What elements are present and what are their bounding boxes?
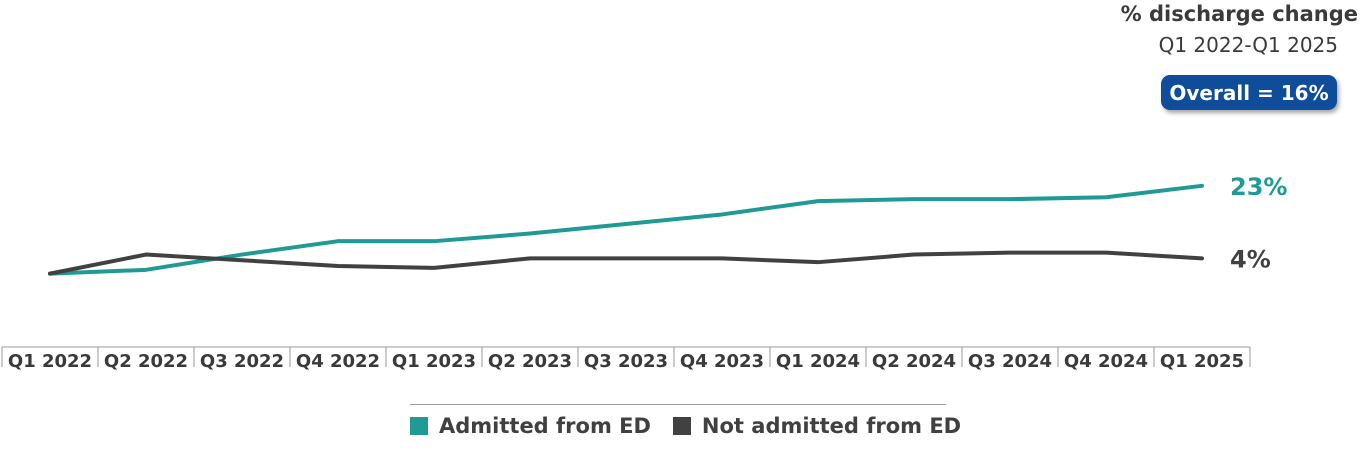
series-end-label-admitted: 23% — [1230, 173, 1287, 201]
x-tick-label: Q4 2023 — [680, 351, 764, 372]
x-tick-label: Q1 2022 — [8, 351, 92, 372]
series-line-not-admitted — [48, 250, 1204, 276]
x-tick-label: Q1 2025 — [1160, 351, 1244, 372]
series-line-admitted — [48, 183, 1204, 276]
x-tick-label: Q3 2023 — [584, 351, 668, 372]
legend-swatch-admitted — [410, 417, 428, 435]
overall-change-badge: Overall = 16% — [1161, 75, 1337, 110]
x-tick-label: Q1 2023 — [392, 351, 476, 372]
legend-divider — [410, 404, 946, 405]
legend-swatch-not-admitted — [672, 417, 691, 435]
x-tick-label: Q3 2024 — [968, 351, 1052, 372]
legend-label-not-admitted: Not admitted from ED — [701, 414, 962, 438]
annotation-period: Q1 2022-Q1 2025 — [1158, 33, 1338, 57]
x-tick-label: Q3 2022 — [200, 351, 284, 372]
series-end-label-not-admitted: 4% — [1230, 245, 1271, 273]
legend-item-not-admitted: Not admitted from ED — [672, 414, 962, 438]
legend-label-admitted: Admitted from ED — [439, 414, 651, 438]
legend-item-admitted: Admitted from ED — [410, 414, 651, 438]
x-tick-label: Q2 2022 — [104, 351, 188, 372]
annotation-title: % discharge change — [1120, 2, 1358, 26]
x-tick-label: Q2 2024 — [872, 351, 956, 372]
x-tick-label: Q2 2023 — [488, 351, 572, 372]
x-tick-label: Q4 2024 — [1064, 351, 1148, 372]
x-tick-label: Q4 2022 — [296, 351, 380, 372]
legend: Admitted from ED Not admitted from ED — [410, 414, 975, 438]
x-tick-label: Q1 2024 — [776, 351, 860, 372]
